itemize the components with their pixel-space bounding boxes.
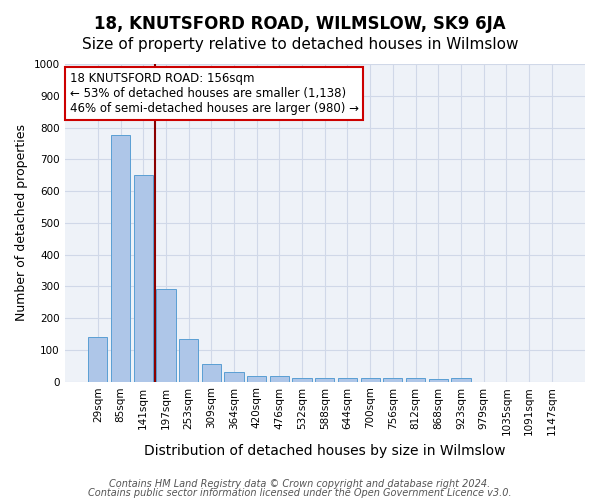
Bar xyxy=(202,364,221,382)
Bar xyxy=(361,378,380,382)
Text: Size of property relative to detached houses in Wilmslow: Size of property relative to detached ho… xyxy=(82,38,518,52)
Bar xyxy=(270,376,289,382)
Text: 18, KNUTSFORD ROAD, WILMSLOW, SK9 6JA: 18, KNUTSFORD ROAD, WILMSLOW, SK9 6JA xyxy=(94,15,506,33)
X-axis label: Distribution of detached houses by size in Wilmslow: Distribution of detached houses by size … xyxy=(144,444,506,458)
Text: Contains public sector information licensed under the Open Government Licence v3: Contains public sector information licen… xyxy=(88,488,512,498)
Bar xyxy=(292,378,312,382)
Bar xyxy=(383,378,403,382)
Bar xyxy=(156,290,176,382)
Bar xyxy=(247,376,266,382)
Bar xyxy=(315,378,334,382)
Bar xyxy=(338,378,357,382)
Bar xyxy=(179,338,198,382)
Bar xyxy=(406,378,425,382)
Bar xyxy=(88,337,107,382)
Text: Contains HM Land Registry data © Crown copyright and database right 2024.: Contains HM Land Registry data © Crown c… xyxy=(109,479,491,489)
Bar xyxy=(451,378,470,382)
Y-axis label: Number of detached properties: Number of detached properties xyxy=(15,124,28,322)
Bar xyxy=(134,175,153,382)
Bar xyxy=(224,372,244,382)
Bar xyxy=(428,379,448,382)
Bar xyxy=(111,136,130,382)
Text: 18 KNUTSFORD ROAD: 156sqm
← 53% of detached houses are smaller (1,138)
46% of se: 18 KNUTSFORD ROAD: 156sqm ← 53% of detac… xyxy=(70,72,359,115)
